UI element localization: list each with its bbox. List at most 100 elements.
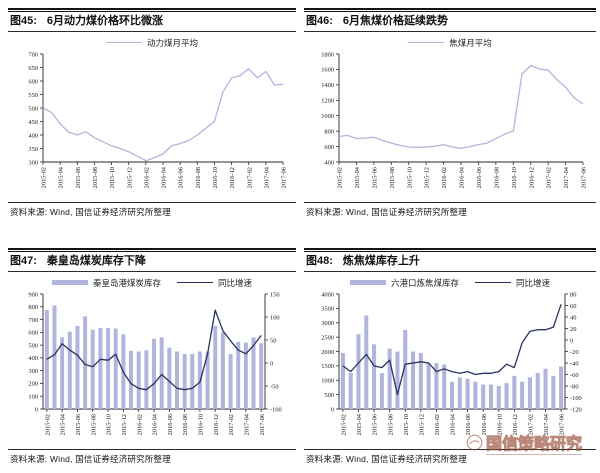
chart-legend: 动力煤月平均 [8,32,296,49]
svg-text:-50: -50 [270,383,279,390]
svg-text:-80: -80 [570,383,579,390]
panel-fig46: 图46: 6月焦煤价格延续跌势 焦煤月平均 400 600 800 1000 1200 14… [304,8,596,218]
source-note: 资料来源: Wind, 国信证券经济研究所整理 [306,206,467,217]
svg-text:2016-08: 2016-08 [481,414,488,435]
figure-title: 6月焦煤价格延续跌势 [342,15,449,27]
svg-text:2016-04: 2016-04 [161,166,168,188]
qinhuangdao-coal-inventory-chart: 0 100 200 300 400 500 600 700 800 900 -100 -50 0 50 10… [28,291,282,435]
svg-text:-40: -40 [570,360,579,367]
svg-text:2000: 2000 [321,348,334,355]
svg-text:2016-02: 2016-02 [143,167,150,188]
svg-text:2015-06: 2015-06 [75,414,82,435]
svg-text:2016-12: 2016-12 [229,167,236,188]
svg-text:-100: -100 [270,406,282,413]
figure-title: 炼焦煤库存上升 [342,254,420,267]
svg-text:2015-12: 2015-12 [424,167,431,188]
svg-text:2017-06: 2017-06 [281,167,288,188]
svg-text:2015-08: 2015-08 [92,167,99,188]
svg-text:500: 500 [28,342,38,349]
figure-number: 图45: [10,15,37,27]
panel-fig47: 图47: 秦皇岛煤炭库存下降 秦皇岛港煤炭库存 同比增速 0 100 200 300 40… [8,247,296,465]
svg-text:2017-04: 2017-04 [263,166,270,188]
svg-text:300: 300 [28,159,38,166]
svg-text:2015-10: 2015-10 [106,414,113,435]
svg-text:500: 500 [324,391,334,398]
svg-text:1200: 1200 [321,97,334,104]
svg-text:500: 500 [28,105,38,112]
figure-number: 图46: [306,15,333,27]
panel-title: 图46: 6月焦煤价格延续跌势 [304,12,596,31]
panel-title: 图45: 6月动力煤价格环比微涨 [8,12,296,31]
source-note: 资料来源: Wind, 国信证券经济研究所整理 [10,453,171,464]
svg-text:2016-04: 2016-04 [459,166,466,188]
svg-text:2015-04: 2015-04 [354,166,361,188]
svg-text:600: 600 [28,78,38,85]
svg-text:2015-10: 2015-10 [406,167,413,188]
svg-text:2016-12: 2016-12 [213,414,220,435]
legend-item: 六港口炼焦煤库存 [349,277,459,289]
svg-text:400: 400 [324,159,334,166]
legend-label: 同比增速 [516,277,551,288]
panel-title: 图47: 秦皇岛煤炭库存下降 [8,252,296,271]
svg-text:800: 800 [324,128,334,135]
svg-text:2015-04: 2015-04 [60,413,67,435]
svg-text:2015-04: 2015-04 [58,166,65,188]
title-underline [304,270,596,272]
svg-text:3000: 3000 [321,320,334,327]
svg-text:900: 900 [28,291,38,298]
svg-text:2016-06: 2016-06 [465,414,472,435]
panel-fig45: 图45: 6月动力煤价格环比微涨 动力煤月平均 300 350 400 450 500 55… [8,8,296,218]
svg-text:0: 0 [270,360,273,367]
svg-text:2016-12: 2016-12 [528,167,535,188]
svg-text:2016-08: 2016-08 [182,414,189,435]
svg-text:550: 550 [28,92,38,99]
svg-text:2016-10: 2016-10 [511,167,518,188]
svg-text:2017-06: 2017-06 [559,414,566,435]
legend-item: 动力煤月平均 [105,37,198,49]
svg-text:-60: -60 [570,371,579,378]
title-underline [8,270,296,272]
svg-text:2015-08: 2015-08 [387,414,394,435]
svg-text:2016-12: 2016-12 [512,414,519,435]
panel-fig48: 图48: 炼焦煤库存上升 六港口炼焦煤库存 同比增速 0 500 1000 1500 20… [304,247,596,465]
panel-top-rule [8,8,296,12]
svg-text:0: 0 [331,406,334,413]
panel-top-rule [304,8,596,12]
svg-text:2017-02: 2017-02 [228,414,235,435]
svg-text:2016-02: 2016-02 [434,414,441,435]
svg-text:3500: 3500 [321,305,334,312]
svg-text:2016-08: 2016-08 [493,167,500,188]
svg-text:2500: 2500 [321,334,334,341]
title-underline [8,30,296,32]
figure-title: 秦皇岛煤炭库存下降 [46,254,146,267]
svg-text:800: 800 [28,304,38,311]
svg-text:2017-02: 2017-02 [528,414,535,435]
svg-text:2016-04: 2016-04 [450,413,457,435]
title-underline [304,30,596,32]
figure-number: 图47: [10,254,37,267]
svg-text:-100: -100 [570,394,582,401]
svg-text:100: 100 [28,393,38,400]
svg-text:0: 0 [35,406,38,413]
bar-series-marker-icon [349,280,386,285]
figure-number: 图48: [306,254,333,267]
svg-text:600: 600 [324,144,334,151]
svg-text:1500: 1500 [321,363,334,370]
svg-text:2016-02: 2016-02 [441,167,448,188]
svg-text:2017-06: 2017-06 [259,414,266,435]
svg-text:1400: 1400 [321,82,334,89]
svg-text:4000: 4000 [321,291,334,298]
legend-item: 同比增速 [177,277,252,289]
svg-text:700: 700 [28,316,38,323]
svg-text:60: 60 [570,302,576,309]
chart-legend: 六港口炼焦煤库存 同比增速 [304,272,596,289]
line-series-marker-icon [105,42,142,44]
svg-text:1600: 1600 [321,66,334,73]
coking-coal-inventory-chart: 0 500 1000 1500 2000 2500 3000 3500 4000 -120 -100… [321,291,582,435]
svg-text:2015-06: 2015-06 [372,414,379,435]
svg-text:100: 100 [270,314,280,321]
chart-legend: 秦皇岛港煤炭库存 同比增速 [8,272,296,289]
svg-text:2015-06: 2015-06 [371,167,378,188]
svg-text:2015-06: 2015-06 [75,167,82,188]
